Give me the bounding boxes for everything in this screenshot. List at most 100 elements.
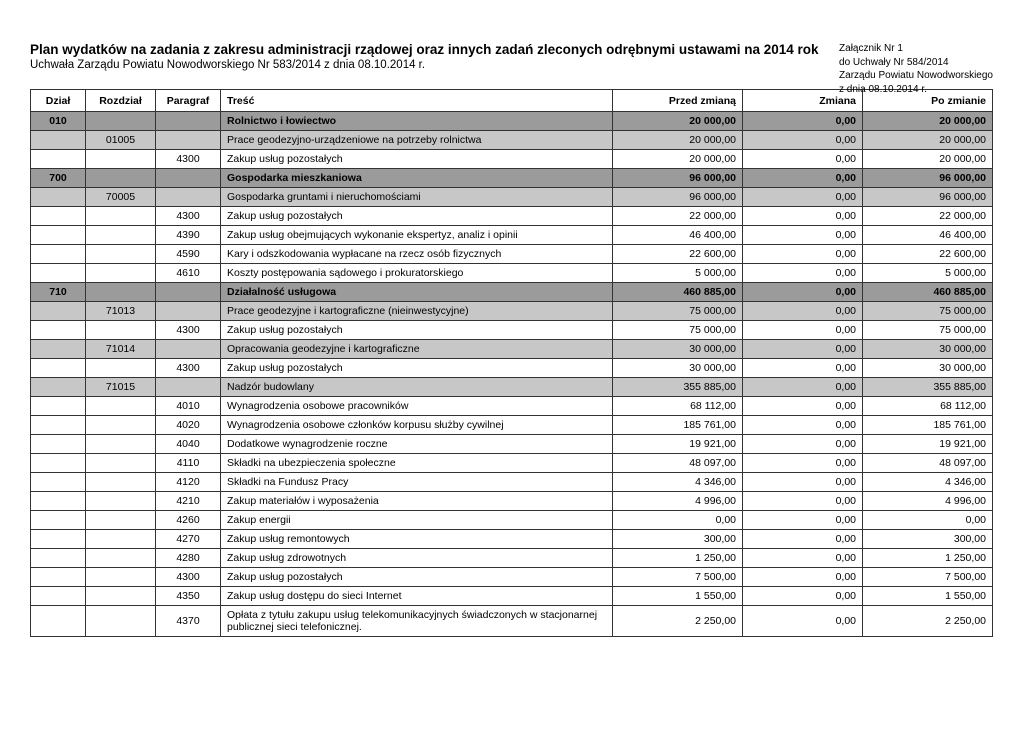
cell-dzial [31,359,86,378]
cell-zmiana: 0,00 [743,226,863,245]
cell-paragraf [156,340,221,359]
document-header: Załącznik Nr 1 do Uchwały Nr 584/2014 Za… [30,42,993,71]
cell-rozdzial: 71015 [86,378,156,397]
cell-przed: 20 000,00 [613,150,743,169]
cell-rozdzial [86,473,156,492]
cell-po: 75 000,00 [863,302,993,321]
cell-zmiana: 0,00 [743,188,863,207]
cell-przed: 75 000,00 [613,302,743,321]
cell-po: 20 000,00 [863,112,993,131]
table-row: 4610Koszty postępowania sądowego i proku… [31,264,993,283]
cell-zmiana: 0,00 [743,435,863,454]
cell-dzial [31,492,86,511]
cell-dzial [31,150,86,169]
cell-przed: 355 885,00 [613,378,743,397]
cell-dzial: 700 [31,169,86,188]
cell-zmiana: 0,00 [743,207,863,226]
cell-zmiana: 0,00 [743,568,863,587]
cell-zmiana: 0,00 [743,264,863,283]
attachment-line-3: Zarządu Powiatu Nowodworskiego [839,69,993,83]
cell-paragraf: 4300 [156,568,221,587]
cell-przed: 22 000,00 [613,207,743,226]
cell-po: 0,00 [863,511,993,530]
cell-przed: 20 000,00 [613,131,743,150]
cell-przed: 75 000,00 [613,321,743,340]
cell-tresc: Działalność usługowa [221,283,613,302]
cell-po: 1 550,00 [863,587,993,606]
cell-zmiana: 0,00 [743,606,863,637]
cell-rozdzial [86,112,156,131]
cell-przed: 4 346,00 [613,473,743,492]
table-row: 4210Zakup materiałów i wyposażenia4 996,… [31,492,993,511]
cell-rozdzial [86,207,156,226]
table-row: 71014Opracowania geodezyjne i kartografi… [31,340,993,359]
cell-przed: 185 761,00 [613,416,743,435]
cell-po: 96 000,00 [863,169,993,188]
cell-zmiana: 0,00 [743,492,863,511]
cell-dzial [31,188,86,207]
cell-rozdzial: 01005 [86,131,156,150]
cell-przed: 22 600,00 [613,245,743,264]
cell-rozdzial [86,587,156,606]
cell-tresc: Składki na Fundusz Pracy [221,473,613,492]
cell-dzial [31,606,86,637]
cell-przed: 5 000,00 [613,264,743,283]
cell-po: 75 000,00 [863,321,993,340]
cell-tresc: Zakup usług remontowych [221,530,613,549]
cell-przed: 30 000,00 [613,359,743,378]
attachment-line-1: Załącznik Nr 1 [839,42,993,56]
cell-rozdzial [86,150,156,169]
cell-dzial [31,340,86,359]
table-row: 4300Zakup usług pozostałych20 000,000,00… [31,150,993,169]
cell-paragraf: 4610 [156,264,221,283]
cell-tresc: Zakup usług pozostałych [221,150,613,169]
cell-zmiana: 0,00 [743,340,863,359]
cell-paragraf: 4370 [156,606,221,637]
cell-przed: 19 921,00 [613,435,743,454]
cell-zmiana: 0,00 [743,150,863,169]
cell-zmiana: 0,00 [743,587,863,606]
cell-zmiana: 0,00 [743,378,863,397]
table-row: 4300Zakup usług pozostałych30 000,000,00… [31,359,993,378]
table-row: 710Działalność usługowa460 885,000,00460… [31,283,993,302]
cell-rozdzial [86,169,156,188]
cell-zmiana: 0,00 [743,416,863,435]
cell-dzial [31,454,86,473]
cell-tresc: Rolnictwo i łowiectwo [221,112,613,131]
cell-paragraf [156,302,221,321]
cell-paragraf: 4260 [156,511,221,530]
cell-paragraf: 4350 [156,587,221,606]
cell-po: 1 250,00 [863,549,993,568]
col-tresc: Treść [221,90,613,112]
cell-tresc: Zakup usług pozostałych [221,359,613,378]
cell-dzial [31,511,86,530]
cell-zmiana: 0,00 [743,511,863,530]
col-przed: Przed zmianą [613,90,743,112]
cell-zmiana: 0,00 [743,169,863,188]
cell-po: 185 761,00 [863,416,993,435]
cell-tresc: Zakup usług dostępu do sieci Internet [221,587,613,606]
cell-rozdzial [86,568,156,587]
cell-dzial [31,416,86,435]
cell-dzial [31,226,86,245]
cell-po: 22 600,00 [863,245,993,264]
cell-po: 48 097,00 [863,454,993,473]
table-row: 4260Zakup energii0,000,000,00 [31,511,993,530]
cell-zmiana: 0,00 [743,302,863,321]
col-dzial: Dział [31,90,86,112]
cell-paragraf: 4120 [156,473,221,492]
cell-paragraf: 4280 [156,549,221,568]
cell-przed: 1 250,00 [613,549,743,568]
table-row: 4370Opłata z tytułu zakupu usług telekom… [31,606,993,637]
cell-tresc: Opracowania geodezyjne i kartograficzne [221,340,613,359]
cell-po: 5 000,00 [863,264,993,283]
cell-tresc: Dodatkowe wynagrodzenie roczne [221,435,613,454]
cell-dzial [31,397,86,416]
cell-tresc: Koszty postępowania sądowego i prokurato… [221,264,613,283]
cell-rozdzial [86,359,156,378]
attachment-line-2: do Uchwały Nr 584/2014 [839,56,993,70]
table-row: 4300Zakup usług pozostałych7 500,000,007… [31,568,993,587]
table-row: 4010Wynagrodzenia osobowe pracowników68 … [31,397,993,416]
cell-po: 355 885,00 [863,378,993,397]
cell-paragraf: 4020 [156,416,221,435]
